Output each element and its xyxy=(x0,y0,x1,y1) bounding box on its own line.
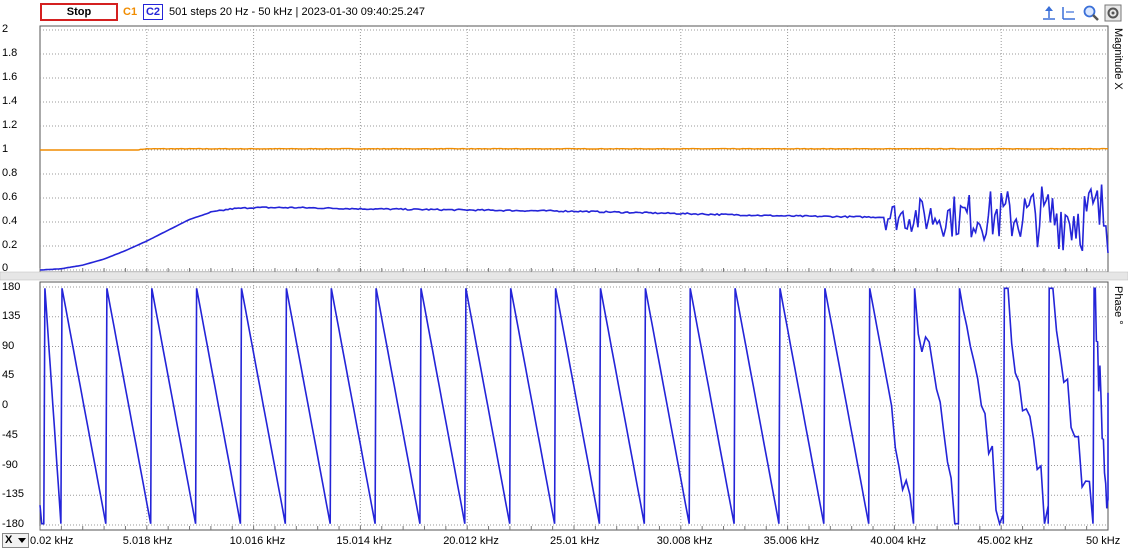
channel-c2-toggle[interactable]: C2 xyxy=(143,4,163,20)
magnitude-axis-label: Magnitude X xyxy=(1112,28,1124,90)
magnitude-series-c2 xyxy=(39,184,1109,271)
channel-c1-toggle[interactable]: C1 xyxy=(123,6,138,18)
x-tick-label: 25.01 kHz xyxy=(550,535,600,547)
x-tick-label: 50 kHz xyxy=(1086,535,1121,547)
x-axis-selector[interactable]: X xyxy=(2,533,29,548)
magnitude-tick-label: 1.6 xyxy=(2,71,18,83)
x-tick-label: 10.016 kHz xyxy=(229,535,286,547)
sweep-status-text: 501 steps 20 Hz - 50 kHz | 2023-01-30 09… xyxy=(169,6,426,18)
phase-tick-label: -180 xyxy=(2,518,25,530)
panel-splitter[interactable] xyxy=(0,271,1128,281)
x-tick-label: 40.004 kHz xyxy=(870,535,927,547)
x-axis-selector-label: X xyxy=(5,534,13,546)
x-tick-label: 45.002 kHz xyxy=(977,535,1033,547)
magnitude-series-c1 xyxy=(40,147,1109,151)
phase-tick-label: 135 xyxy=(2,309,21,322)
toolbar: Stop C1 C2 501 steps 20 Hz - 50 kHz | 20… xyxy=(0,0,1128,26)
phase-tick-label: -45 xyxy=(2,428,18,441)
stop-button[interactable]: Stop xyxy=(40,3,118,21)
x-tick-label: 35.006 kHz xyxy=(763,535,820,547)
phase-tick-label: 45 xyxy=(2,369,15,382)
settings-icon[interactable] xyxy=(1104,4,1122,22)
phase-tick-label: 180 xyxy=(2,281,21,293)
x-tick-label: 5.018 kHz xyxy=(122,535,173,547)
magnitude-tick-label: 1.2 xyxy=(2,119,18,131)
x-tick-label: 0.02 kHz xyxy=(30,535,74,547)
x-tick-label: 15.014 kHz xyxy=(336,535,393,547)
magnitude-tick-label: 0.4 xyxy=(2,215,18,227)
phase-plot[interactable] xyxy=(39,281,1109,531)
x-tick-label: 30.008 kHz xyxy=(656,535,713,547)
x-tick-label: 20.012 kHz xyxy=(443,535,499,547)
cursor-marker-icon[interactable] xyxy=(1040,4,1058,22)
baseline-icon[interactable] xyxy=(1060,4,1078,22)
phase-series-c2 xyxy=(39,287,1109,527)
magnitude-tick-label: 0.6 xyxy=(2,191,18,203)
phase-tick-label: -135 xyxy=(2,488,25,501)
phase-axis-label: Phase ° xyxy=(1112,286,1124,325)
magnitude-tick-label: 2 xyxy=(2,23,9,35)
chevron-down-icon xyxy=(18,538,26,543)
magnitude-tick-label: 0.8 xyxy=(2,167,18,179)
phase-tick-label: 90 xyxy=(2,339,15,352)
magnitude-tick-label: 1.8 xyxy=(2,47,18,59)
magnitude-tick-label: 0.2 xyxy=(2,239,18,251)
magnitude-tick-label: 1.4 xyxy=(2,95,18,107)
phase-tick-label: 0 xyxy=(2,399,9,411)
zoom-icon[interactable] xyxy=(1082,4,1100,22)
magnitude-plot[interactable] xyxy=(39,25,1109,273)
magnitude-tick-label: 1 xyxy=(2,143,9,155)
phase-tick-label: -90 xyxy=(2,458,18,471)
magnitude-tick-label: 0 xyxy=(2,262,9,274)
